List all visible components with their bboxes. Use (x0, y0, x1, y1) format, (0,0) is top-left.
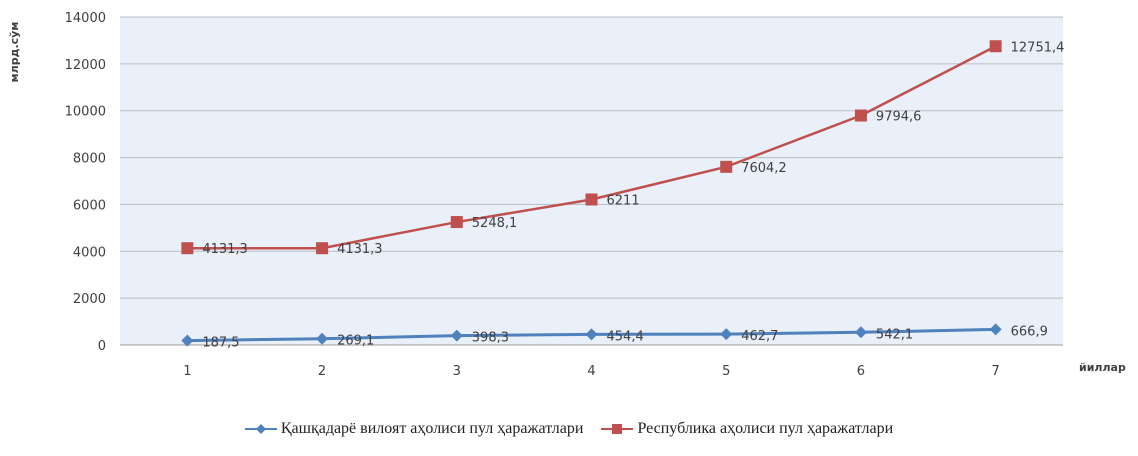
y-tick-label: 8000 (73, 152, 106, 167)
data-label: 269,1 (337, 334, 374, 349)
legend: Қашқадарё вилоят аҳолиси пул ҳаражатлари… (0, 420, 1138, 438)
data-label: 5248,1 (472, 216, 518, 231)
gridlines (120, 16, 1063, 346)
data-point-square (585, 193, 598, 206)
y-axis-ticks: 0 2000 4000 6000 8000 10000 12000 14000 (65, 11, 106, 354)
data-point-diamond (989, 323, 1002, 336)
legend-item-series-1: Қашқадарё вилоят аҳолиси пул ҳаражатлари (244, 420, 584, 438)
data-point-square (720, 160, 733, 173)
data-label: 398,3 (472, 331, 509, 346)
data-point-diamond (720, 328, 733, 341)
x-tick-label: 3 (453, 364, 461, 379)
series-group (181, 40, 1002, 347)
legend-item-series-2: Республика аҳолиси пул ҳаражатлари (601, 420, 893, 438)
legend-label-series-2: Республика аҳолиси пул ҳаражатлари (637, 420, 894, 437)
y-tick-label: 12000 (65, 58, 106, 73)
y-tick-label: 2000 (73, 292, 106, 307)
data-label: 9794,6 (876, 110, 922, 125)
legend-key-square-icon (601, 424, 634, 434)
data-label: 12751,4 (1011, 40, 1065, 55)
data-point-square (854, 109, 867, 122)
y-tick-label: 0 (98, 339, 106, 354)
data-point-square (989, 40, 1002, 53)
data-label: 542,1 (876, 327, 913, 342)
y-axis-title: млрд.сўм (8, 22, 21, 83)
data-point-diamond (316, 332, 329, 345)
x-tick-label: 4 (587, 364, 595, 379)
x-tick-label: 5 (722, 364, 730, 379)
data-labels: 187,5 269,1 398,3 454,4 462,7 542,1 666,9 4131,… (202, 40, 1064, 350)
x-tick-label: 7 (992, 364, 1000, 379)
x-tick-label: 1 (183, 364, 191, 379)
y-tick-label: 6000 (73, 198, 106, 213)
data-point-square (316, 242, 329, 255)
data-point-square (181, 242, 194, 255)
y-tick-label: 10000 (65, 105, 106, 120)
y-tick-label: 4000 (73, 245, 106, 260)
legend-key-diamond-icon (244, 424, 277, 434)
data-point-square (450, 216, 463, 229)
data-label: 666,9 (1011, 324, 1048, 339)
data-point-diamond (854, 326, 867, 339)
x-axis-title: йиллар (1079, 361, 1126, 374)
data-label: 4131,3 (337, 242, 383, 257)
data-label: 4131,3 (202, 242, 248, 257)
data-point-diamond (181, 334, 194, 347)
data-label: 7604,2 (741, 161, 787, 176)
legend-label-series-1: Қашқадарё вилоят аҳолиси пул ҳаражатлари (280, 420, 584, 437)
x-tick-label: 6 (857, 364, 865, 379)
data-point-diamond (585, 328, 598, 341)
data-label: 187,5 (202, 336, 239, 351)
plot-area (120, 17, 1063, 345)
x-axis-ticks: 1 2 3 4 5 6 7 (183, 364, 1000, 379)
data-label: 454,4 (607, 329, 644, 344)
data-label: 6211 (607, 193, 640, 208)
x-tick-label: 2 (318, 364, 326, 379)
data-label: 462,7 (741, 329, 778, 344)
data-point-diamond (450, 329, 463, 342)
y-tick-label: 14000 (65, 11, 106, 26)
